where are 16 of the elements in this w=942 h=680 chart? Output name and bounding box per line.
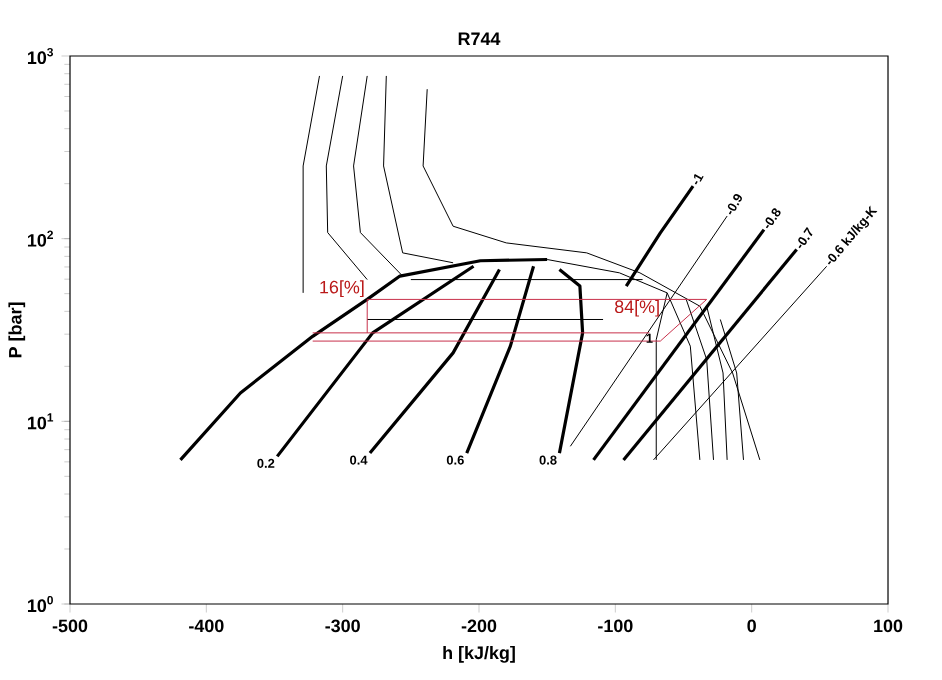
x-tick-label: -500 [52,619,88,633]
x-tick-label: -200 [461,619,497,633]
y-axis-title: P [bar] [8,302,26,358]
chart-title: R744 [458,32,501,45]
y-tick-label: 10$^{0}$ [27,595,53,613]
x-axis-title: h [kJ/kg] [443,645,515,663]
y-tick-label: 10$^{3}$ [27,47,54,65]
x-tick-label: -400 [189,619,224,633]
x-tick-label: -100 [598,619,633,633]
x-tick-label: -300 [325,619,360,633]
y-tick-label: 10$^{2}$ [27,230,53,247]
annotation: 16[%] [320,280,364,298]
y-tick-label: 10$^{1}$ [27,413,54,430]
annotation: 84[%] [615,299,659,317]
x-tick-label: 100 [874,619,903,633]
x-tick-label: 0 [747,619,756,633]
